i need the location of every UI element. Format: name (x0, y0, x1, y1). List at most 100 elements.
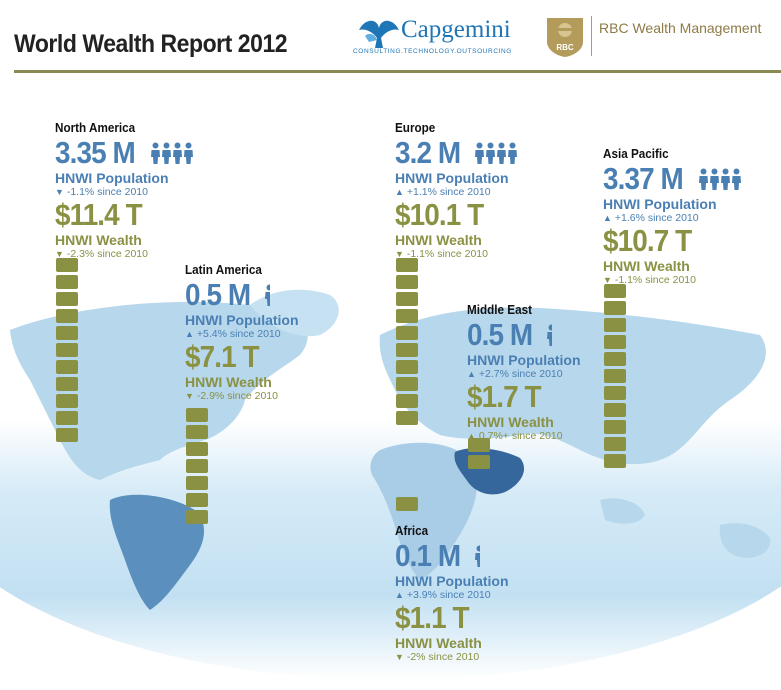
wealth-block (604, 284, 626, 298)
wealth-value: $7.1 T (185, 339, 260, 374)
population-value: 0.5 M (467, 317, 533, 352)
triangle-up-icon: ▲ (467, 431, 476, 441)
person-icon (546, 324, 557, 351)
wealth-block (604, 420, 626, 434)
wealth-block (604, 454, 626, 468)
rbc-name: RBC Wealth Management (599, 20, 762, 36)
wealth-block (56, 428, 78, 442)
population-change: ▼ -1.1% since 2010 (55, 186, 148, 198)
population-change: ▲ +5.4% since 2010 (185, 328, 281, 340)
wealth-stack-europe (396, 258, 418, 428)
wealth-change: ▼ -2.9% since 2010 (185, 390, 278, 402)
region-name: Africa (395, 523, 429, 538)
logo-divider (591, 16, 592, 56)
wealth-value: $1.1 T (395, 600, 470, 635)
triangle-up-icon: ▲ (395, 590, 404, 600)
region-africa: Africa 0.1 M HNWI Population ▲ +3.9% sin… (395, 523, 509, 663)
wealth-block (396, 360, 418, 374)
wealth-block (396, 292, 418, 306)
population-row: 3.37 M (603, 162, 742, 196)
triangle-down-icon: ▼ (395, 652, 404, 662)
wealth-block (604, 318, 626, 332)
population-change: ▲ +2.7% since 2010 (467, 368, 563, 380)
wealth-block (604, 386, 626, 400)
region-latin-america: Latin America 0.5 M HNWI Population ▲ +5… (185, 262, 299, 402)
wealth-block (604, 301, 626, 315)
person-icon (264, 284, 275, 311)
wealth-label: HNWI Wealth (603, 258, 690, 274)
region-name: Europe (395, 120, 436, 135)
wealth-block (604, 403, 626, 417)
population-row: 0.5 M (185, 278, 299, 312)
wealth-block (396, 275, 418, 289)
wealth-block (396, 394, 418, 408)
wealth-block (56, 258, 78, 272)
population-value: 3.37 M (603, 161, 684, 196)
wealth-block (186, 408, 208, 422)
triangle-up-icon: ▲ (185, 329, 194, 339)
wealth-label: HNWI Wealth (395, 232, 482, 248)
triangle-up-icon: ▲ (603, 213, 612, 223)
population-label: HNWI Population (395, 170, 509, 186)
wealth-value: $10.7 T (603, 223, 692, 258)
population-row: 0.5 M (467, 318, 581, 352)
capgemini-name: Capgemini (401, 16, 511, 43)
region-name: Middle East (467, 302, 533, 317)
triangle-down-icon: ▼ (55, 249, 64, 259)
region-north-america: North America 3.35 M HNWI Population ▼ -… (55, 120, 194, 260)
triangle-up-icon: ▲ (395, 187, 404, 197)
wealth-stack-africa (396, 497, 418, 514)
wealth-change: ▲ 0.7%+ since 2010 (467, 430, 563, 442)
wealth-block (56, 292, 78, 306)
wealth-block (604, 437, 626, 451)
rbc-mark-text: RBC (556, 43, 574, 52)
triangle-down-icon: ▼ (603, 275, 612, 285)
wealth-block (186, 476, 208, 490)
population-row: 3.35 M (55, 136, 194, 170)
region-name: Asia Pacific (603, 146, 669, 161)
wealth-value: $11.4 T (55, 197, 143, 232)
wealth-stack-latin-america (186, 408, 208, 527)
wealth-value: $10.1 T (395, 197, 484, 232)
person-icon (474, 142, 518, 169)
wealth-change: ▼ -2% since 2010 (395, 651, 480, 663)
triangle-down-icon: ▼ (185, 391, 194, 401)
wealth-block (56, 411, 78, 425)
region-europe: Europe 3.2 M HNWI Population ▲ +1.1% sin… (395, 120, 518, 260)
wealth-block (56, 275, 78, 289)
wealth-stack-north-america (56, 258, 78, 445)
header-rule (14, 70, 781, 73)
capgemini-tagline: CONSULTING.TECHNOLOGY.OUTSOURCING (353, 48, 512, 55)
wealth-block (396, 309, 418, 323)
wealth-change: ▼ -1.1% since 2010 (603, 274, 696, 286)
wealth-block (56, 377, 78, 391)
population-label: HNWI Population (467, 352, 581, 368)
wealth-label: HNWI Wealth (185, 374, 272, 390)
capgemini-logo: Capgemini CONSULTING.TECHNOLOGY.OUTSOURC… (353, 14, 523, 62)
wealth-block (468, 438, 490, 452)
wealth-block (186, 510, 208, 524)
wealth-block (396, 377, 418, 391)
wealth-block (56, 360, 78, 374)
wealth-block (396, 497, 418, 511)
wealth-label: HNWI Wealth (395, 635, 482, 651)
population-row: 0.1 M (395, 539, 509, 573)
wealth-block (396, 258, 418, 272)
wealth-block (186, 459, 208, 473)
population-label: HNWI Population (395, 573, 509, 589)
capgemini-spade-icon (359, 20, 399, 48)
person-icon (150, 142, 194, 169)
wealth-block (396, 343, 418, 357)
population-value: 3.2 M (395, 135, 461, 170)
person-icon (698, 168, 742, 195)
population-change: ▲ +1.1% since 2010 (395, 186, 491, 198)
header: World Wealth Report 2012 Capgemini CONSU… (0, 0, 781, 80)
wealth-block (56, 309, 78, 323)
wealth-block (468, 455, 490, 469)
wealth-stack-asia-pacific (604, 284, 626, 471)
wealth-block (396, 326, 418, 340)
population-value: 3.35 M (55, 135, 136, 170)
wealth-label: HNWI Wealth (55, 232, 142, 248)
population-label: HNWI Population (185, 312, 299, 328)
population-row: 3.2 M (395, 136, 518, 170)
